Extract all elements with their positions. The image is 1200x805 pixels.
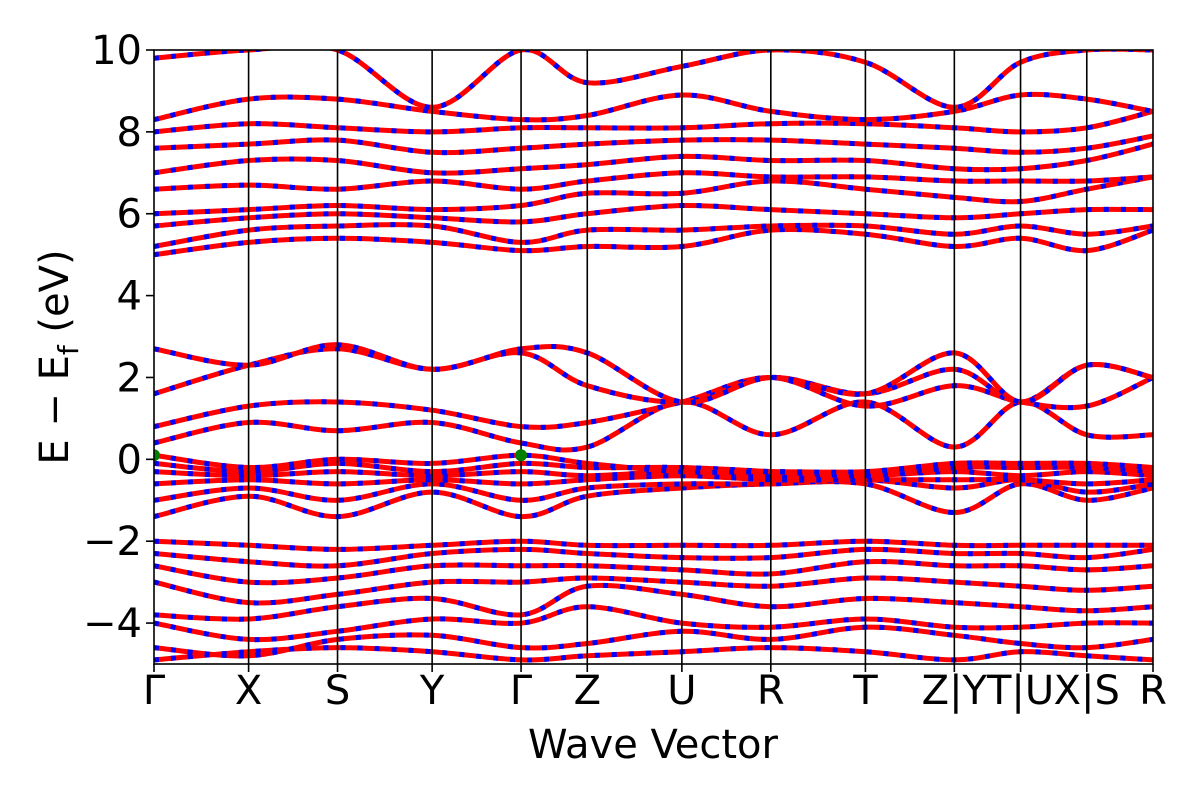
x-tick-label: T (852, 668, 878, 714)
band-1 (154, 645, 1153, 663)
band-4 (154, 582, 1153, 622)
band-spin-up-line (154, 108, 1153, 135)
x-axis-label: Wave Vector (528, 722, 779, 768)
band-20 (154, 222, 1153, 249)
y-axis-label-subscript: f (52, 344, 85, 355)
band-spin-up-line (154, 91, 1153, 123)
band-spin-down-line (154, 50, 1153, 110)
x-tick-label: R (757, 668, 785, 714)
band-18 (154, 342, 1153, 405)
x-tick-label: T|U (986, 668, 1054, 714)
y-tick-label: 4 (117, 274, 142, 320)
plot-frame (153, 49, 1154, 665)
y-axis-label-unit: (eV) (32, 249, 78, 332)
band-23 (154, 170, 1153, 192)
band-spin-up-line (154, 582, 1153, 622)
x-tick-label: X|S (1054, 668, 1120, 714)
vbm-marker (154, 449, 160, 462)
y-tick-label: 0 (117, 437, 142, 483)
x-axis-ticks: Γ X S Y Γ Z U R T Z|Y T|U X|S R (143, 664, 1167, 714)
x-tick-label: Z (574, 668, 601, 714)
y-tick-label: 10 (91, 28, 142, 74)
y-axis-ticks: −4 −2 0 2 4 6 8 10 (83, 28, 154, 647)
y-tick-label: 6 (117, 192, 142, 238)
y-axis-label: E − Ef (eV) (32, 249, 85, 464)
svg-text:E − Ef (eV): E − Ef (eV) (32, 249, 85, 464)
x-tick-label: R (1139, 668, 1167, 714)
y-tick-label: −2 (83, 519, 142, 565)
y-tick-label: −4 (83, 601, 142, 647)
band-spin-down-line (154, 226, 1153, 258)
x-tick-label: Y (419, 668, 445, 714)
y-axis-label-main: E − E (32, 355, 78, 465)
band-8 (154, 538, 1153, 552)
band-spin-down-line (154, 222, 1153, 249)
y-tick-label: 8 (117, 110, 142, 156)
x-tick-label: U (667, 668, 696, 714)
band-25 (154, 133, 1153, 156)
band-24 (154, 141, 1153, 176)
y-tick-label: 2 (117, 355, 142, 401)
vbm-marker (515, 449, 528, 462)
x-tick-label: Z|Y (922, 668, 988, 714)
band-27 (154, 91, 1153, 123)
x-tick-label: Γ (143, 668, 166, 714)
k-point-divider-lines (247, 50, 1088, 664)
x-tick-label: S (325, 668, 350, 714)
x-tick-label: X (235, 668, 262, 714)
x-tick-label: Γ (510, 668, 533, 714)
band-19 (154, 226, 1153, 258)
bands-layer (154, 50, 1153, 663)
vbm-markers (154, 449, 528, 462)
band-26 (154, 108, 1153, 135)
